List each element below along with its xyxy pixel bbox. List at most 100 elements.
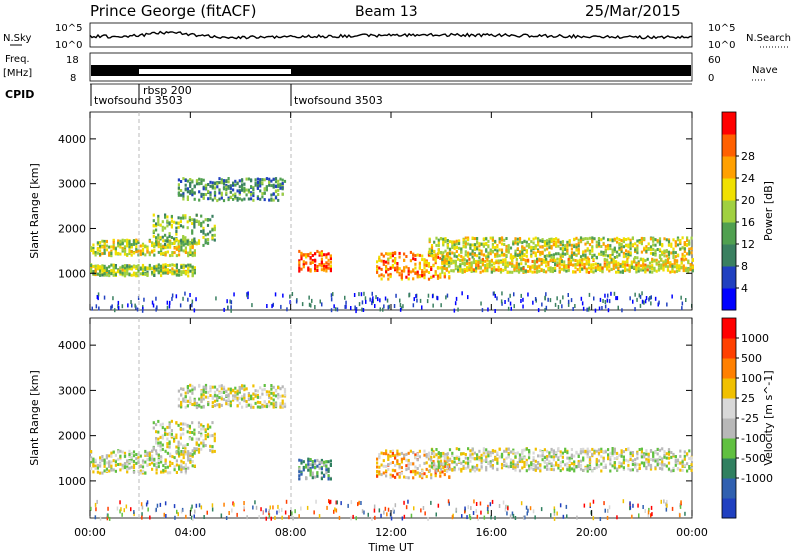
echo-cell — [179, 433, 182, 437]
echo-cell — [530, 466, 533, 470]
echo-cell — [327, 475, 330, 479]
echo-cell — [467, 447, 470, 451]
echo-cell — [191, 464, 194, 468]
echo-cell — [606, 258, 609, 262]
echo-cell — [169, 254, 172, 258]
echo-cell — [557, 448, 560, 451]
echo-cell — [481, 263, 484, 267]
echo-cell — [405, 275, 408, 279]
echo-cell — [107, 513, 109, 518]
echo-cell — [425, 455, 428, 459]
nsky-tick-top: 10^5 — [55, 23, 82, 34]
echo-cell — [430, 266, 433, 269]
echo-cell — [494, 293, 496, 298]
echo-cell — [151, 300, 154, 305]
echo-cell — [634, 465, 637, 469]
echo-cell — [611, 451, 614, 455]
echo-cell — [416, 452, 419, 456]
echo-cell — [427, 264, 431, 268]
echo-cell — [452, 259, 455, 263]
echo-cell — [418, 266, 421, 270]
echo-cell — [189, 251, 192, 254]
echo-cell — [582, 447, 585, 451]
echo-cell — [609, 247, 612, 251]
echo-cell — [153, 245, 156, 248]
echo-cell — [189, 401, 192, 405]
echo-cell — [175, 269, 178, 273]
echo-cell — [548, 460, 551, 464]
echo-cell — [435, 236, 438, 240]
echo-cell — [587, 263, 591, 267]
echo-cell — [592, 266, 595, 270]
echo-cell — [302, 260, 305, 264]
echo-cell — [177, 404, 180, 408]
echo-cell — [146, 245, 149, 249]
echo-cell — [250, 397, 253, 401]
echo-cell — [184, 246, 187, 250]
echo-cell — [436, 266, 440, 270]
echo-cell — [546, 464, 549, 468]
echo-cell — [559, 503, 562, 508]
echo-cell — [528, 453, 531, 457]
echo-cell — [495, 261, 498, 265]
echo-cell — [272, 405, 275, 409]
echo-cell — [661, 447, 664, 451]
echo-cell — [652, 458, 655, 462]
echo-cell — [414, 472, 417, 476]
echo-cell — [629, 238, 632, 242]
echo-cell — [245, 188, 248, 192]
echo-cell — [281, 178, 284, 182]
echo-cell — [555, 454, 558, 458]
echo-cell — [285, 499, 288, 504]
echo-cell — [560, 260, 563, 263]
echo-cell — [92, 251, 95, 255]
echo-cell — [530, 240, 533, 244]
echo-cell — [540, 261, 543, 265]
echo-cell — [583, 264, 586, 268]
echo-cell — [385, 260, 388, 264]
echo-cell — [207, 183, 210, 186]
echo-cell — [626, 259, 629, 263]
echo-cell — [588, 464, 592, 468]
echo-cell — [525, 254, 528, 258]
echo-cell — [135, 247, 138, 251]
echo-cell — [189, 189, 192, 193]
echo-cell — [198, 383, 201, 387]
echo-cell — [652, 453, 655, 457]
echo-cell — [500, 455, 504, 459]
echo-cell — [207, 401, 210, 405]
x-tick-label: 00:00 — [676, 526, 708, 539]
echo-cell — [399, 298, 401, 303]
echo-cell — [207, 197, 210, 201]
echo-cell — [498, 248, 501, 252]
echo-cell — [191, 437, 194, 441]
echo-cell — [600, 462, 603, 466]
echo-cell — [445, 295, 447, 300]
echo-cell — [123, 239, 127, 243]
echo-cell — [103, 248, 106, 252]
echo-cell — [579, 238, 583, 242]
echo-cell — [204, 238, 207, 242]
echo-cell — [582, 450, 585, 454]
echo-cell — [451, 451, 454, 455]
echo-cell — [487, 461, 490, 465]
echo-cell — [467, 242, 470, 246]
echo-cell — [556, 296, 558, 301]
echo-cell — [511, 511, 514, 516]
echo-cell — [281, 182, 284, 185]
echo-cell — [516, 465, 519, 469]
echo-cell — [132, 470, 136, 474]
echo-cell — [168, 431, 171, 435]
echo-cell — [144, 272, 147, 276]
echo-cell — [688, 449, 691, 453]
echo-cell — [309, 470, 312, 474]
echo-cell — [514, 239, 517, 243]
echo-cell — [327, 460, 330, 464]
echo-cell — [550, 256, 553, 259]
echo-cell — [462, 256, 465, 260]
echo-cell — [209, 193, 212, 197]
echo-cell — [500, 251, 504, 255]
echo-cell — [543, 244, 546, 248]
echo-cell — [593, 253, 596, 257]
echo-cell — [651, 257, 654, 261]
